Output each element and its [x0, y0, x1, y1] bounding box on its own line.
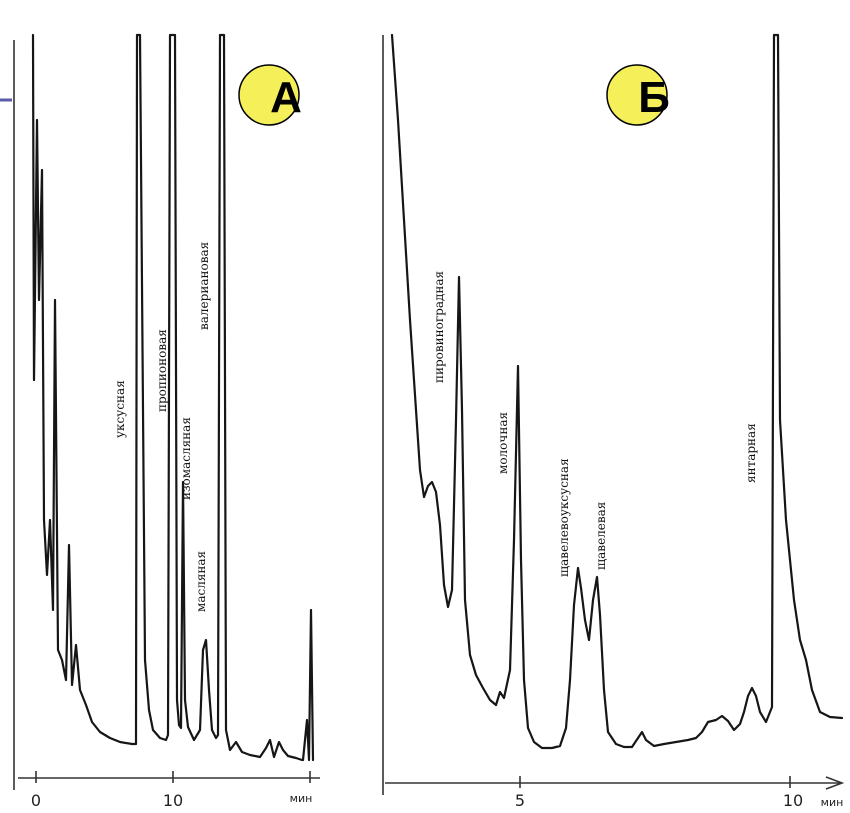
x-tick-label-5: 5 — [515, 791, 525, 810]
x-unit-label: мин — [290, 792, 313, 805]
peak-label-propionic: пропионовая — [155, 329, 169, 412]
panel-badge-label-b: Б — [638, 73, 670, 122]
panel-badge-b — [606, 64, 668, 126]
peak-label-valeric: валериановая — [197, 242, 211, 330]
x-axis-arrowhead — [825, 776, 845, 790]
x-unit-label: мин — [821, 796, 844, 809]
baseline-noise — [301, 608, 315, 762]
chromatogram-trace-a — [31, 33, 304, 762]
peak-label-pyruvic: пировиноградная — [432, 271, 446, 383]
panel-badge-label-a: А — [270, 73, 302, 122]
peak-label-butyric: масляная — [194, 551, 208, 612]
peak-label-isobutyric: изомасляная — [179, 417, 193, 500]
panel-badge-a — [238, 64, 300, 126]
x-tick-label-10: 10 — [163, 791, 183, 810]
peak-label-acetic: уксусная — [113, 380, 127, 438]
peak-label-lactic: молочная — [496, 412, 510, 474]
x-tick-label-10: 10 — [783, 791, 803, 810]
chromatogram-panel-a: уксусная пропионовая изомасляная масляна… — [13, 33, 320, 810]
x-tick-label-0: 0 — [31, 791, 41, 810]
chromatogram-panel-b: пировиноградная молочная щавелевоуксусна… — [382, 33, 845, 810]
peak-label-oxalic: щавелевая — [594, 502, 608, 570]
chromatogram-trace-b — [390, 33, 844, 750]
peak-label-succinic: янтарная — [744, 423, 758, 483]
peak-label-oxaloacetic: щавелевоуксусная — [557, 458, 571, 577]
